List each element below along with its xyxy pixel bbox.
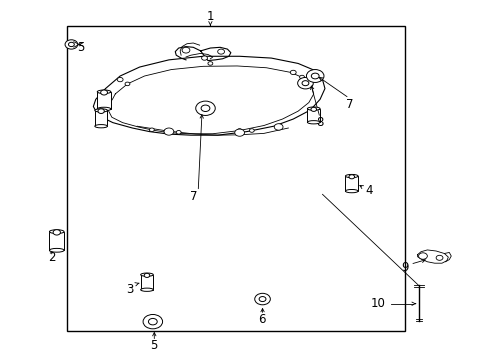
Ellipse shape: [141, 288, 153, 291]
Circle shape: [53, 230, 61, 235]
Text: 7: 7: [189, 190, 197, 203]
Bar: [95, 111, 107, 126]
Circle shape: [254, 293, 270, 305]
Text: 9: 9: [401, 261, 408, 274]
Circle shape: [101, 90, 107, 95]
Bar: [49, 231, 64, 250]
Text: 8: 8: [316, 116, 323, 129]
Ellipse shape: [97, 107, 111, 111]
Ellipse shape: [97, 90, 111, 94]
Circle shape: [117, 77, 123, 82]
Text: 1: 1: [206, 10, 214, 23]
Bar: [307, 109, 320, 122]
Text: 10: 10: [370, 297, 385, 310]
Text: 6: 6: [257, 313, 265, 327]
Circle shape: [302, 81, 308, 86]
Circle shape: [98, 109, 104, 113]
Circle shape: [201, 56, 207, 60]
Ellipse shape: [345, 189, 357, 193]
Circle shape: [307, 83, 312, 87]
Ellipse shape: [49, 248, 64, 252]
Ellipse shape: [307, 107, 320, 110]
Circle shape: [207, 62, 212, 65]
Circle shape: [217, 49, 224, 54]
Circle shape: [306, 69, 324, 82]
Circle shape: [195, 101, 215, 116]
Bar: [66, 26, 405, 330]
Circle shape: [182, 47, 189, 53]
Circle shape: [237, 129, 242, 132]
Ellipse shape: [95, 109, 107, 112]
Circle shape: [348, 175, 354, 179]
Circle shape: [176, 131, 181, 134]
Text: 5: 5: [150, 339, 158, 352]
Circle shape: [143, 315, 162, 329]
Circle shape: [310, 107, 316, 111]
Circle shape: [125, 82, 130, 86]
Circle shape: [418, 253, 427, 259]
Circle shape: [234, 129, 244, 136]
Circle shape: [311, 73, 319, 79]
Text: 7: 7: [345, 98, 352, 111]
Circle shape: [149, 128, 154, 132]
Ellipse shape: [141, 273, 153, 276]
Circle shape: [163, 130, 168, 133]
Circle shape: [259, 297, 265, 302]
Circle shape: [65, 40, 78, 49]
Circle shape: [290, 70, 296, 75]
Ellipse shape: [95, 125, 107, 128]
Bar: [345, 176, 357, 191]
Text: 4: 4: [365, 184, 372, 197]
Ellipse shape: [49, 230, 64, 234]
Text: 3: 3: [126, 283, 133, 296]
Bar: [141, 275, 153, 290]
Circle shape: [144, 273, 149, 278]
Text: 5: 5: [77, 41, 84, 54]
Circle shape: [274, 124, 283, 130]
Circle shape: [163, 128, 173, 135]
Circle shape: [68, 42, 74, 46]
Ellipse shape: [345, 175, 357, 178]
Circle shape: [299, 75, 304, 79]
Bar: [97, 92, 111, 109]
Text: 2: 2: [48, 251, 56, 264]
Circle shape: [201, 105, 209, 112]
Circle shape: [148, 319, 157, 325]
Ellipse shape: [307, 121, 320, 124]
Circle shape: [249, 129, 254, 132]
Circle shape: [297, 77, 313, 89]
Circle shape: [435, 255, 442, 260]
